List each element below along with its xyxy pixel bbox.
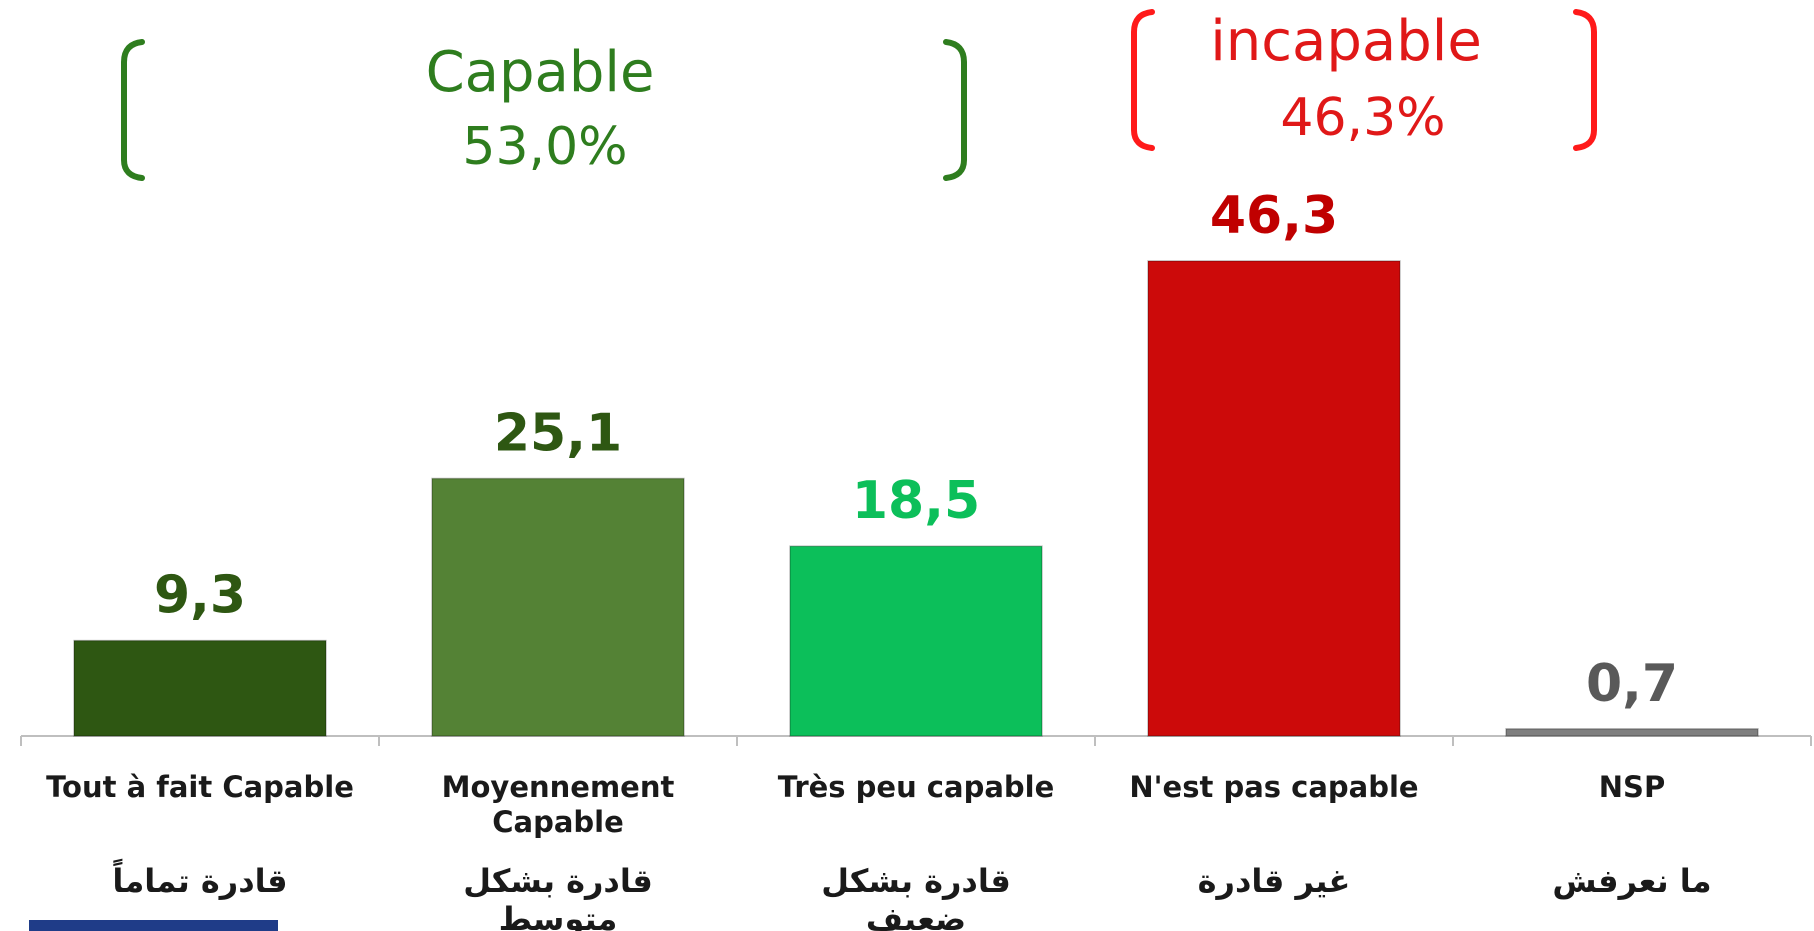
x-tick-label-ar: غير قادرة (1197, 862, 1351, 900)
capable-bracket (121, 9, 1597, 181)
annotation-value: 46,3% (1280, 88, 1445, 148)
bar (1147, 260, 1401, 737)
bar (73, 639, 327, 737)
bar (1505, 728, 1759, 737)
annotation-title: Capable (426, 40, 655, 105)
data-label: 18,5 (852, 471, 980, 531)
data-label: 46,3 (1210, 186, 1338, 246)
x-tick-label-ar: قادرة بشكل متوسط (463, 862, 653, 931)
annotation-title: incapable (1210, 9, 1482, 74)
data-label: 25,1 (494, 403, 622, 463)
x-tick-label: Très peu capable (777, 770, 1055, 804)
x-tick-label-ar: ما نعرفش (1552, 862, 1712, 900)
x-tick-label: Tout à fait Capable (46, 770, 354, 804)
data-label: 9,3 (154, 566, 246, 626)
data-label: 0,7 (1586, 654, 1678, 714)
x-tick-label-ar: قادرة تماماً (112, 862, 288, 900)
x-tick-label: Moyennement Capable (441, 770, 675, 839)
bar (431, 477, 685, 737)
bar (789, 545, 1043, 737)
decoration-bar (29, 920, 278, 931)
annotation-value: 53,0% (462, 117, 627, 177)
x-tick-label: N'est pas capable (1129, 770, 1419, 804)
x-tick-label: NSP (1598, 770, 1666, 804)
x-tick-label-ar: قادرة بشكل ضعيف (821, 862, 1011, 931)
